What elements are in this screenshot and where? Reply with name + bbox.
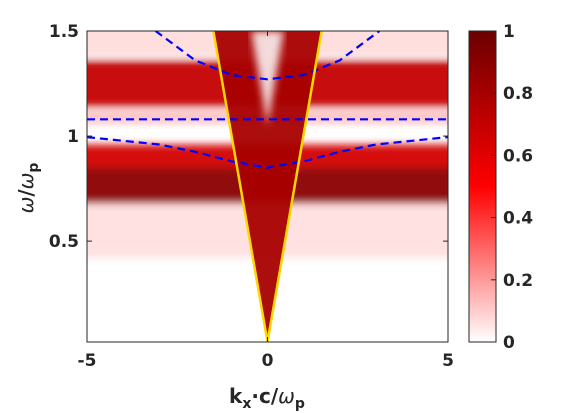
colorbar-ticks: 0 0.2 0.4 0.6 0.8 1 [491,22,533,353]
colorbar: 0 0.2 0.4 0.6 0.8 1 [468,22,533,353]
y-label-sub-p: p [26,163,42,173]
plot-area [86,30,449,343]
heatmap-field [87,31,448,342]
colorbar-gradient [469,31,496,342]
colorbar-tick-label: 0.4 [503,209,533,229]
colorbar-tick-label: 0.8 [503,84,533,104]
x-axis: -5 0 5 [78,31,454,371]
y-tick-label: 1 [67,127,79,147]
x-label-sub-p: p [295,396,305,412]
x-label-sub-x: x [242,396,251,412]
x-tick-label: 5 [442,351,454,371]
colorbar-tick-label: 0.6 [503,146,533,166]
y-tick-label: 1.5 [49,22,79,42]
y-label-omega-p: ω [14,173,38,190]
colorbar-frame [468,30,497,343]
x-label-k: k [229,384,243,408]
y-axis: 0.5 1 1.5 [49,22,448,252]
dashed-curve-0 [154,31,381,81]
light-cone-fill [213,31,322,342]
dashed-curve-1 [87,136,448,169]
x-label-mid: ·c/ [251,384,278,408]
y-label-omega: ω [14,197,38,214]
curves-layer [87,31,448,342]
x-axis-label: kx·c/ωp [229,384,305,412]
x-label-omega: ω [278,384,295,408]
colorbar-tick-label: 0.2 [503,271,533,291]
y-axis-label: ω/ωp [14,163,42,214]
y-tick-label: 0.5 [49,232,79,252]
colorbar-tick-label: 1 [503,22,515,42]
x-tick-label: -5 [78,351,97,371]
x-tick-label: 0 [262,351,274,371]
y-label-slash: / [14,189,38,197]
light-line [212,31,323,342]
colorbar-tick-label: 0 [503,333,515,353]
